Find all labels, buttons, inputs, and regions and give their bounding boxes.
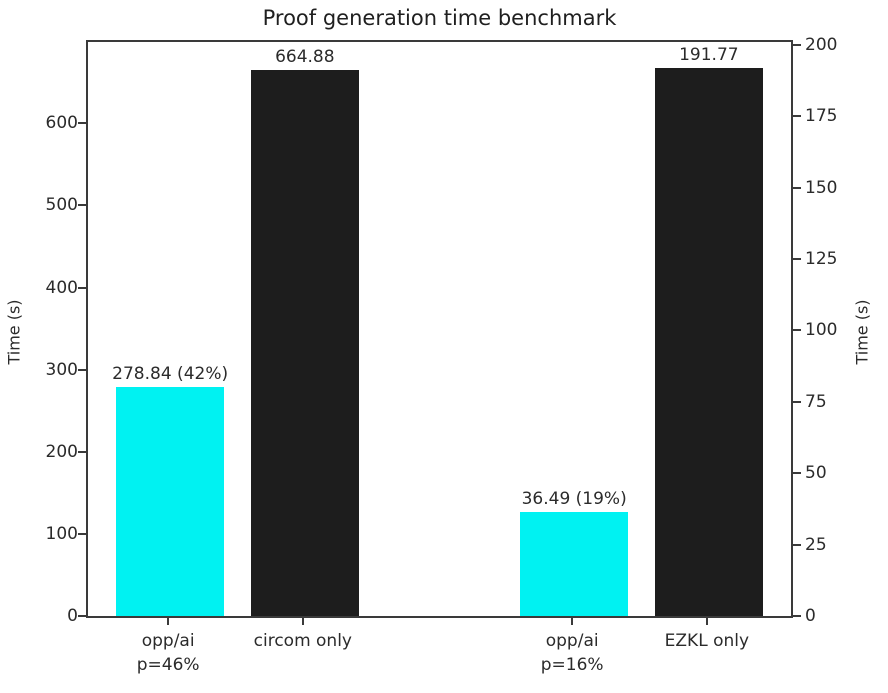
tick-mark [793,615,801,617]
right-tick-label: 0 [805,606,816,626]
x-tick-label-line: opp/ai [545,631,599,651]
right-tick-label: 175 [805,106,838,127]
chart-title: Proof generation time benchmark [262,6,617,30]
right-tick-label: 200 [805,34,838,55]
bar-value-label: 278.84 (42%) [112,364,229,385]
tick-mark [78,532,86,535]
right-tick-label: 150 [805,177,838,198]
tick-mark [705,618,708,625]
left-tick-label: 500 [45,195,78,216]
bar-EZKL-only: 191.77 [654,45,763,616]
x-tick-label: opp/ai p=46% [137,629,200,677]
tick-mark [793,329,801,332]
tick-mark [793,400,801,403]
bar-value-label: 191.77 [679,45,739,66]
left-tick-label: 100 [45,523,78,544]
right-tick-label: 25 [805,534,827,555]
right-tick-label: 50 [805,463,827,484]
tick-mark [793,472,801,475]
tick-mark [78,286,86,289]
left-axis-label: Time (s) [4,299,24,365]
tick-mark [571,618,574,625]
tick-mark [78,122,86,125]
bar-opp-ai: 278.84 (42%) [112,364,228,616]
bar-value-label: 36.49 (19%) [521,488,627,509]
right-tick-label: 100 [805,320,838,341]
bar-value-label: 664.88 [275,47,335,68]
tick-mark [78,204,86,207]
x-tick-label: circom only [254,629,352,653]
x-tick-label: EZKL only [665,629,749,653]
x-tick-label-line: p=16% [540,655,604,675]
x-tick-label-line: circom only [253,631,352,651]
tick-mark [793,43,801,46]
x-tick-label-line: p=46% [136,655,200,675]
right-axis-label: Time (s) [852,299,872,365]
left-tick-label: 300 [45,359,78,380]
tick-mark [793,186,801,189]
right-tick-label: 125 [805,249,838,270]
left-tick-label: 200 [45,441,78,462]
x-tick-label: opp/ai p=16% [541,629,604,677]
plot-area: 278.84 (42%) 664.88 36.49 (19%) 191.77 [86,40,793,618]
right-tick-label: 75 [805,391,827,412]
bar-opp-ai: 36.49 (19%) [520,489,629,616]
tick-mark [78,615,86,617]
left-tick-label: 400 [45,277,78,298]
left-tick-label: 0 [67,606,78,626]
tick-mark [167,618,170,625]
bar-circom-only: 664.88 [250,47,359,616]
x-tick-label-line: EZKL only [664,631,750,651]
tick-mark [793,258,801,261]
tick-mark [793,543,801,546]
tick-mark [301,618,304,625]
x-tick-label-line: opp/ai [141,631,195,651]
tick-mark [78,368,86,371]
tick-mark [793,115,801,118]
left-tick-label: 600 [45,113,78,134]
tick-mark [78,450,86,453]
